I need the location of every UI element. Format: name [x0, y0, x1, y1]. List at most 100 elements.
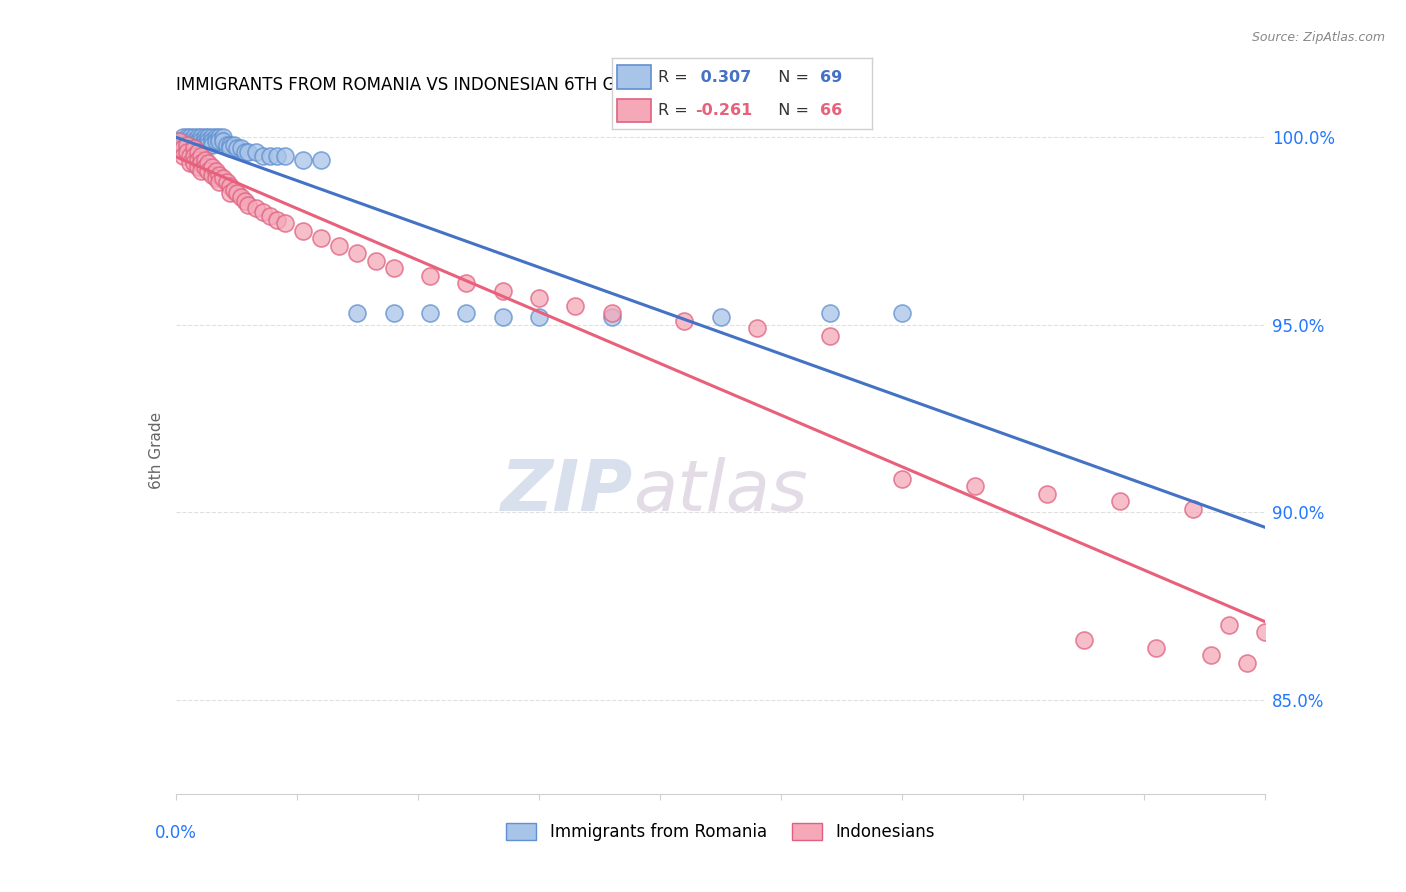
Point	[419, 306, 441, 320]
Point	[382, 306, 405, 320]
Point	[194, 160, 217, 174]
Point	[309, 153, 332, 167]
Point	[266, 149, 288, 163]
Point	[1146, 640, 1168, 655]
Point	[208, 175, 231, 189]
Point	[179, 137, 201, 152]
Point	[201, 137, 224, 152]
Point	[291, 153, 314, 167]
Point	[1036, 486, 1059, 500]
Point	[176, 137, 198, 152]
Point	[197, 156, 219, 170]
Point	[419, 268, 441, 283]
Bar	[617, 99, 651, 122]
Point	[1199, 648, 1222, 662]
Point	[1236, 656, 1258, 670]
Text: N =: N =	[768, 70, 814, 85]
Point	[245, 145, 267, 159]
Point	[201, 130, 224, 145]
Point	[456, 306, 478, 320]
Point	[197, 137, 219, 152]
Point	[169, 134, 191, 148]
Point	[208, 134, 231, 148]
Point	[204, 164, 226, 178]
Point	[194, 130, 217, 145]
Point	[231, 141, 253, 155]
Point	[252, 149, 274, 163]
Point	[183, 156, 205, 170]
Point	[1109, 494, 1132, 508]
Point	[818, 306, 841, 320]
Point	[222, 137, 245, 152]
Point	[219, 178, 242, 193]
Point	[190, 164, 212, 178]
Point	[169, 141, 191, 155]
Point	[963, 479, 986, 493]
Point	[673, 314, 696, 328]
Point	[1218, 618, 1240, 632]
Point	[215, 137, 238, 152]
Point	[600, 306, 623, 320]
Point	[1254, 625, 1277, 640]
Point	[183, 134, 205, 148]
Point	[194, 137, 217, 152]
Point	[222, 183, 245, 197]
Point	[456, 277, 478, 291]
Bar	[617, 65, 651, 88]
Point	[1073, 632, 1095, 647]
Point	[190, 137, 212, 152]
Point	[710, 310, 733, 325]
Point	[190, 130, 212, 145]
Point	[1181, 501, 1204, 516]
Point	[274, 216, 297, 230]
Point	[492, 284, 515, 298]
Point	[492, 310, 515, 325]
Point	[226, 186, 249, 201]
Point	[600, 310, 623, 325]
Point	[183, 141, 205, 155]
Point	[204, 130, 226, 145]
Text: 69: 69	[820, 70, 842, 85]
Point	[219, 186, 242, 201]
Point	[176, 141, 198, 155]
Point	[183, 137, 205, 152]
Point	[197, 134, 219, 148]
Point	[274, 149, 297, 163]
Text: ZIP: ZIP	[501, 458, 633, 526]
Point	[190, 156, 212, 170]
Point	[212, 171, 235, 186]
Point	[190, 134, 212, 148]
Point	[186, 134, 209, 148]
Point	[172, 134, 194, 148]
Point	[745, 321, 768, 335]
Point	[186, 137, 209, 152]
Point	[259, 209, 281, 223]
Point	[291, 224, 314, 238]
Point	[204, 171, 226, 186]
Point	[176, 145, 198, 159]
Point	[176, 137, 198, 152]
Point	[527, 292, 550, 306]
Point	[891, 306, 914, 320]
Point	[169, 137, 191, 152]
Point	[818, 329, 841, 343]
Point	[346, 306, 368, 320]
Point	[346, 246, 368, 260]
Point	[219, 141, 242, 155]
Text: 0.307: 0.307	[695, 70, 751, 85]
Point	[169, 134, 191, 148]
Point	[197, 164, 219, 178]
Point	[190, 149, 212, 163]
Point	[309, 231, 332, 245]
Point	[233, 194, 256, 208]
Point	[238, 197, 260, 211]
Point	[186, 141, 209, 155]
Point	[179, 156, 201, 170]
Point	[179, 141, 201, 155]
Point	[252, 205, 274, 219]
Point	[186, 130, 209, 145]
Point	[215, 175, 238, 189]
Point	[172, 149, 194, 163]
Legend: Immigrants from Romania, Indonesians: Immigrants from Romania, Indonesians	[499, 816, 942, 847]
Point	[201, 160, 224, 174]
